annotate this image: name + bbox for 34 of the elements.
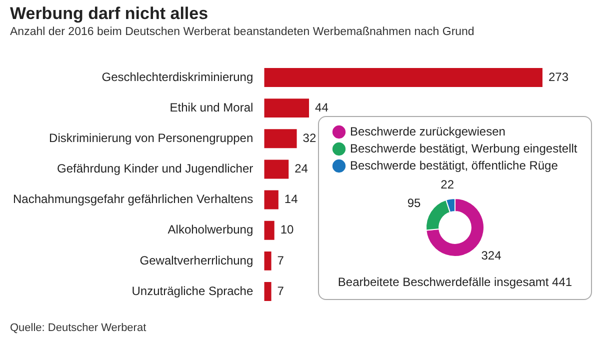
y-tick-label: Nachahmungsgefahr gefährlichen Verhaltens	[12, 192, 254, 206]
data-label: 32	[302, 130, 316, 145]
bar	[264, 251, 272, 270]
y-tick-label: Unzuträgliche Sprache	[132, 284, 254, 298]
data-label: 324	[481, 248, 502, 263]
data-label: 22	[440, 177, 454, 192]
source-note: Quelle: Deutscher Werberat	[10, 322, 146, 334]
bar	[264, 282, 272, 301]
data-label: 14	[284, 192, 298, 206]
y-tick-label: Diskriminierung von Personengruppen	[49, 130, 254, 145]
chart-subtitle: Anzahl der 2016 beim Deutschen Werberat beanstandeten Werbemaßnahmen nach Grund	[10, 26, 474, 38]
y-tick-label: Gefährdung Kinder und Jugendlicher	[57, 162, 254, 176]
data-label: 44	[315, 100, 329, 114]
data-label: 95	[407, 196, 422, 210]
data-label: 7	[277, 253, 284, 268]
bar	[264, 68, 542, 87]
bar	[264, 98, 310, 118]
legend-label: Beschwerde bestätigt, öffentliche Rüge	[350, 158, 558, 172]
data-label: 10	[280, 222, 294, 237]
annotation: Bearbeitete Beschwerdefälle insgesamt 441	[336, 275, 574, 289]
bar	[264, 160, 289, 179]
y-tick-label: Geschlechterdiskriminierung	[102, 70, 254, 84]
bar	[264, 190, 278, 210]
legend-label: Beschwerde bestätigt, Werbung eingestellt	[350, 141, 578, 156]
y-tick-label: Alkoholwerbung	[168, 222, 254, 237]
data-label: 7	[277, 284, 284, 298]
data-label: 273	[548, 70, 569, 84]
bar	[264, 129, 297, 148]
y-tick-label: Ethik und Moral	[170, 100, 254, 114]
legend-label: Beschwerde zurückgewiesen	[350, 124, 506, 138]
data-label: 24	[294, 162, 308, 176]
y-tick-label: Gewaltverherrlichung	[140, 253, 254, 268]
bar	[264, 220, 274, 240]
text: Werbung darf nicht alles	[10, 4, 208, 24]
